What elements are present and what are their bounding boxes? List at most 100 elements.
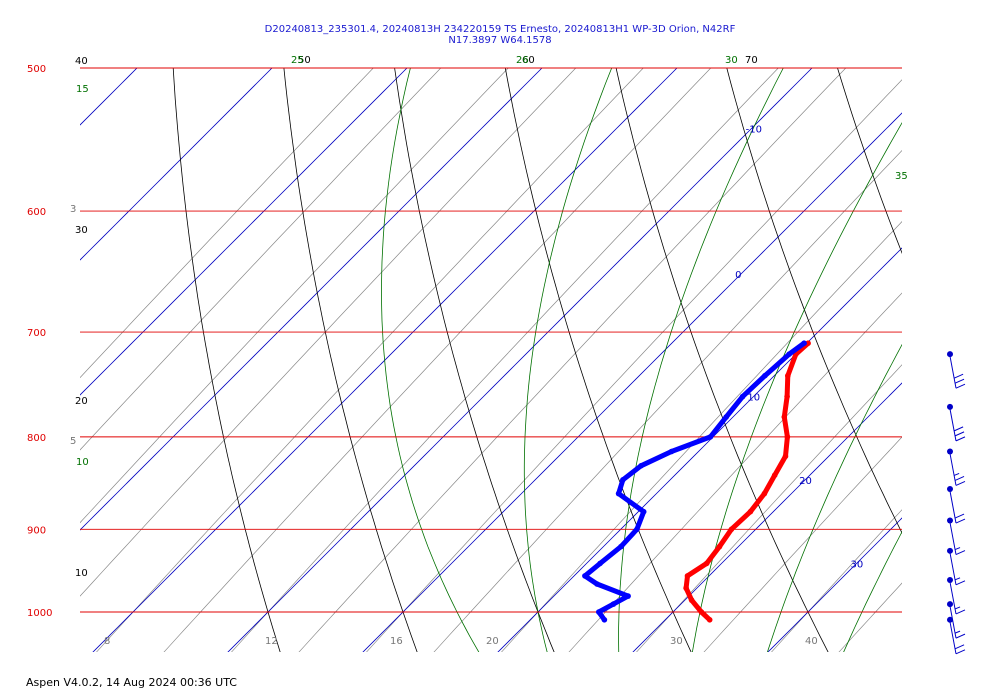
dewpoint-point	[615, 490, 622, 497]
wind-barb-flag	[955, 609, 966, 615]
wind-barb-flag	[955, 480, 966, 486]
dry-adiabat-line	[172, 68, 281, 652]
dewpoint-point	[582, 573, 588, 579]
isotherm-line	[80, 68, 408, 396]
dewpoint-point	[801, 340, 807, 347]
wind-barb-dot	[947, 616, 953, 623]
wind-barb	[947, 448, 966, 486]
isotherm-line	[92, 68, 678, 652]
wind-barb-half	[954, 606, 961, 610]
mixing-ratio-line	[80, 68, 374, 379]
wind-barb-flag	[954, 431, 965, 437]
mixing-ratio-label: 16	[390, 636, 403, 647]
wind-barb	[947, 547, 966, 586]
pressure-label: 500	[27, 64, 46, 75]
mixing-ratio-line	[568, 292, 902, 652]
moist-adiabat-label: 35	[895, 171, 908, 182]
temperature-point	[761, 490, 768, 497]
temperature-point	[771, 472, 778, 479]
dewpoint-point	[640, 508, 647, 515]
wind-barb-dot	[947, 486, 953, 493]
dry-adiabat-line	[921, 0, 1000, 665]
dewpoint-point	[625, 593, 631, 599]
dewpoint-point	[762, 372, 768, 379]
dry-adiabat-label: 40	[75, 56, 88, 67]
wind-barb	[947, 351, 966, 389]
wind-barb-staff	[949, 453, 957, 486]
temperature-point	[703, 560, 710, 567]
wind-barb-flag	[955, 550, 966, 555]
wind-barb-dot	[947, 576, 953, 583]
moist-adiabat-label: 30	[725, 55, 738, 66]
temperature-point	[782, 453, 789, 460]
wind-barb-dot	[947, 601, 953, 608]
wind-barbs	[947, 351, 966, 655]
dewpoint-point	[723, 414, 729, 420]
mixing-ratio-label: 12	[265, 636, 278, 647]
mixing-ratio-line	[231, 68, 779, 652]
moist-adiabat-label: 15	[76, 84, 89, 95]
dry-adiabat-label: 60	[522, 55, 535, 66]
wind-barb-staff	[949, 408, 957, 441]
wind-barb-flag	[954, 513, 965, 519]
temperature-point	[781, 414, 788, 420]
isotherms	[80, 0, 1000, 665]
isotherm-label: 0	[735, 270, 741, 281]
dry-adiabat-line	[394, 68, 555, 652]
temperature-point	[683, 585, 689, 591]
isotherm-line	[890, 0, 1000, 665]
moist-adiabat-label: 26	[516, 55, 529, 66]
mixing-ratio-line	[80, 68, 577, 597]
dewpoint-point	[596, 609, 602, 615]
temperature-point	[784, 434, 791, 440]
mixing-ratio-line	[80, 68, 509, 524]
footer-version: Aspen V4.0.2, 14 Aug 2024 00:36 UTC	[26, 676, 237, 689]
dry-adiabat-label: 70	[745, 55, 758, 66]
isotherm-label: -10	[746, 124, 762, 135]
isotherm-line	[80, 68, 273, 261]
mixing-ratio-label: 30	[670, 636, 683, 647]
pressure-label: 700	[27, 328, 46, 339]
dry-adiabat-label: 20	[75, 396, 88, 407]
moist-adiabat-line	[767, 343, 902, 652]
mixing-ratio-line	[433, 149, 902, 652]
temperature-point	[728, 526, 735, 533]
wind-barb-flag	[955, 649, 966, 655]
moist-adiabat-line	[913, 0, 1000, 665]
mixing-ratio-line	[703, 436, 902, 652]
temperature-point	[716, 543, 723, 550]
dry-adiabat-line	[615, 68, 829, 652]
moist-adiabat-label: 25	[291, 55, 304, 66]
isobars	[80, 67, 902, 613]
wind-barb	[947, 403, 966, 442]
mixing-ratio-line	[895, 0, 1000, 665]
isotherm-label: 30	[851, 559, 864, 570]
mixing-ratio-line	[962, 0, 1000, 665]
mixing-ratio-line	[838, 582, 902, 652]
moist-adiabat-line	[618, 68, 784, 652]
wind-barb-half	[954, 547, 961, 551]
temperature-point	[706, 617, 713, 623]
mixing-ratio-label: 8	[104, 636, 110, 647]
wind-barb	[947, 601, 966, 639]
dewpoint-point	[610, 601, 617, 607]
wind-barb-dot	[947, 351, 953, 358]
dewpoint-point	[601, 617, 608, 623]
mixing-ratio-label: 40	[805, 636, 818, 647]
mixing-ratio-line	[771, 509, 902, 652]
moist-adiabat-line	[381, 68, 480, 652]
dewpoint-point	[707, 434, 714, 440]
wind-barb-flag	[953, 373, 964, 379]
wind-barb-half	[953, 472, 960, 476]
mixing-ratio-line	[80, 68, 442, 451]
wind-barb-flag	[954, 378, 965, 384]
dry-adiabat-label: 30	[75, 225, 88, 236]
wind-barb-flag	[955, 518, 966, 524]
dry-adiabat-line	[504, 68, 692, 652]
dry-adiabat-line	[283, 68, 418, 652]
isotherm-label: 10	[747, 393, 760, 404]
wind-barb-flag	[954, 475, 965, 481]
pressure-label: 900	[27, 525, 46, 536]
isotherm-line	[767, 517, 902, 652]
